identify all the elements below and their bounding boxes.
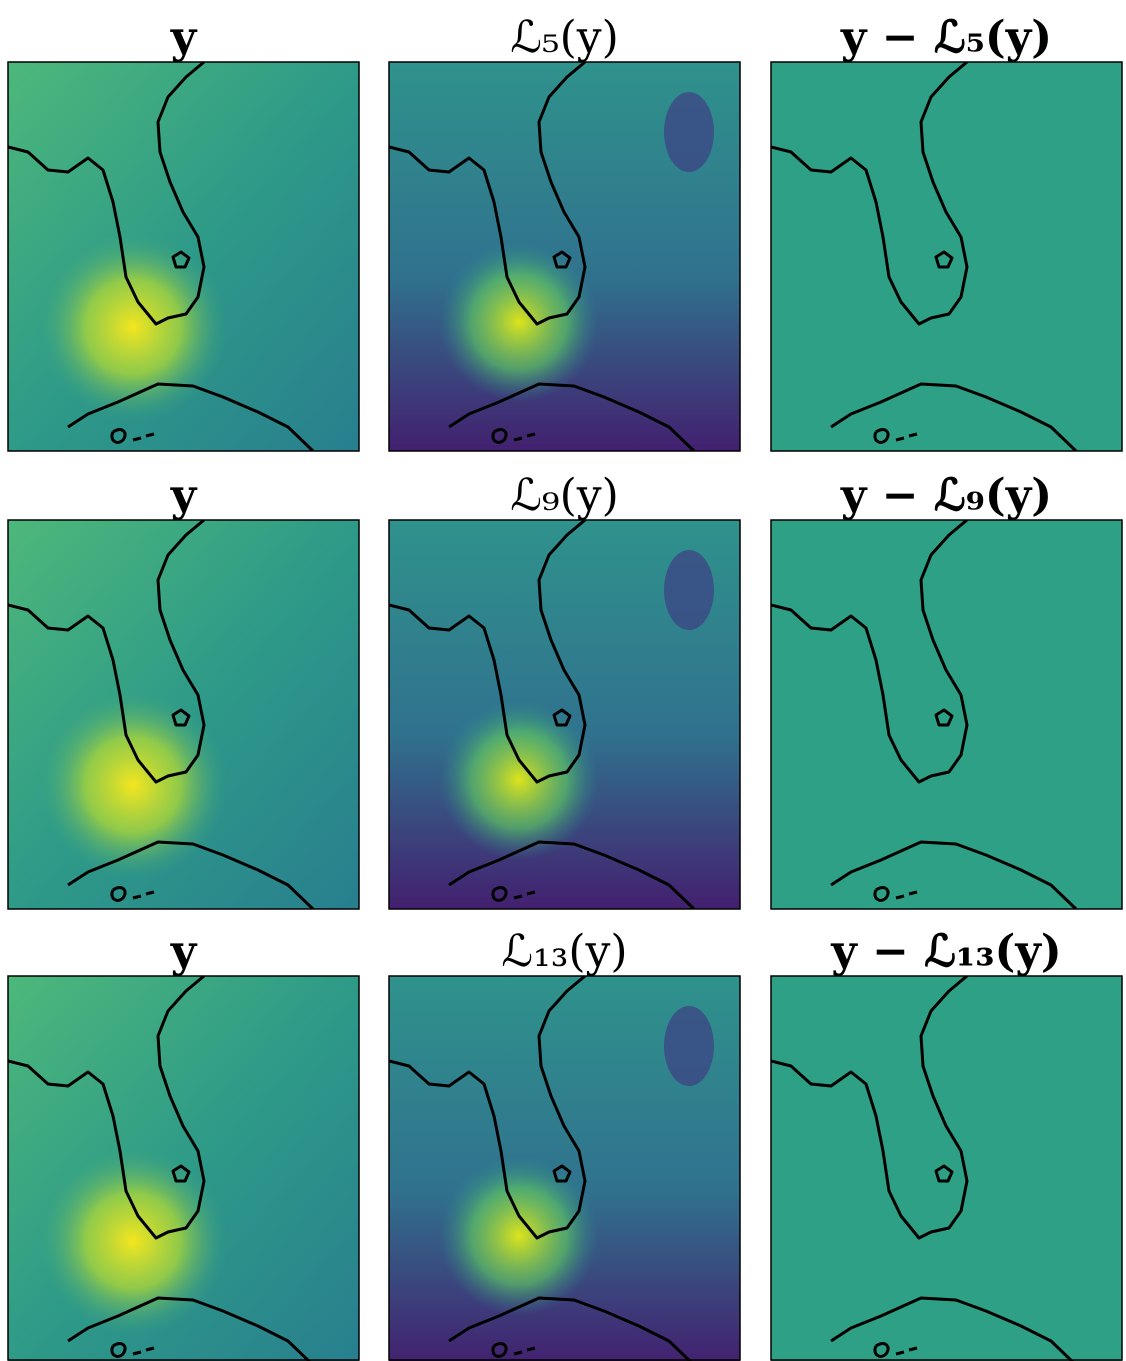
panel-title: ℒ₁₃(y) (501, 926, 627, 977)
panel-title: ℒ₉(y) (510, 470, 619, 521)
panel-title: y − ℒ₉(y) (840, 470, 1052, 521)
panel (7, 519, 360, 910)
panel-image (8, 976, 359, 1361)
panel-frame (770, 975, 1123, 1361)
panel-image (8, 520, 359, 909)
panel-frame (388, 61, 741, 452)
panel (770, 975, 1123, 1361)
panel-title: ℒ₅(y) (510, 12, 619, 63)
panel-image (389, 62, 740, 451)
panel-title: y − ℒ₁₃(y) (830, 926, 1062, 977)
panel-title: y (170, 926, 198, 977)
panel-frame (7, 975, 360, 1361)
field (771, 520, 1122, 909)
panel (770, 519, 1123, 910)
panel (388, 61, 741, 452)
panel (7, 975, 360, 1361)
panel-frame (7, 61, 360, 452)
panel-image (771, 62, 1122, 451)
field (8, 62, 359, 451)
field (771, 62, 1122, 451)
panel-image (389, 520, 740, 909)
panel-image (771, 976, 1122, 1361)
field (8, 520, 359, 909)
panel (388, 975, 741, 1361)
panel-image (389, 976, 740, 1361)
field (389, 520, 740, 909)
field (389, 62, 740, 451)
panel (770, 61, 1123, 452)
panel-title: y − ℒ₅(y) (840, 12, 1052, 63)
panel-title: y (170, 470, 198, 521)
panel-frame (388, 975, 741, 1361)
panel-frame (770, 519, 1123, 910)
panel-frame (770, 61, 1123, 452)
panel-image (771, 520, 1122, 909)
panel-frame (7, 519, 360, 910)
panel (7, 61, 360, 452)
panel-title: y (170, 12, 198, 63)
panel-image (8, 62, 359, 451)
panel (388, 519, 741, 910)
panel-frame (388, 519, 741, 910)
